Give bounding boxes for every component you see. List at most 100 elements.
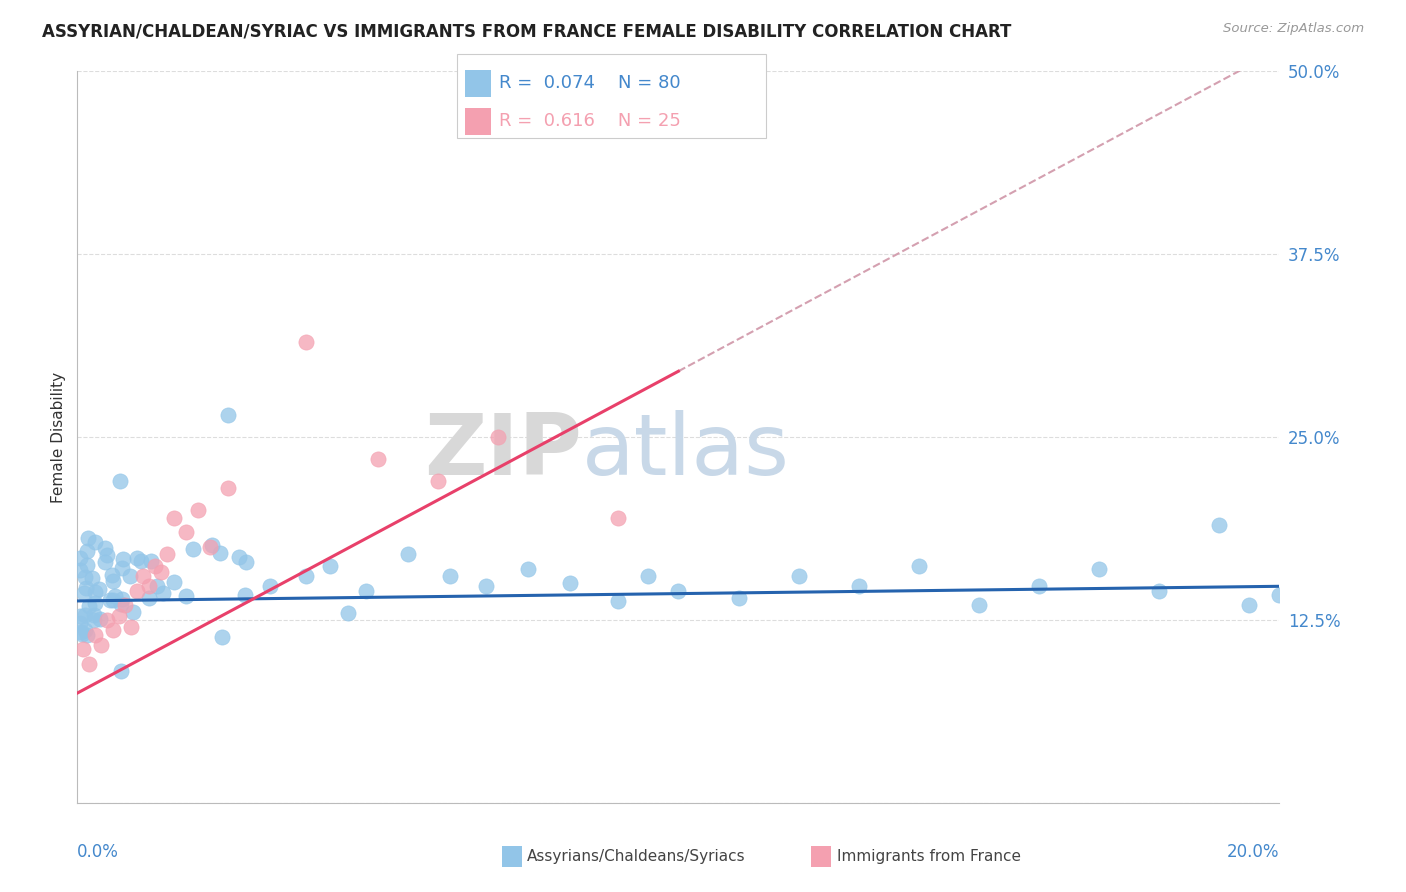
Point bbox=[138, 579, 160, 593]
Point bbox=[121, 605, 143, 619]
Point bbox=[73, 570, 96, 584]
Point bbox=[76, 558, 98, 572]
Point bbox=[233, 588, 256, 602]
Point bbox=[98, 593, 121, 607]
Point bbox=[72, 642, 94, 657]
Point bbox=[77, 599, 100, 614]
Point bbox=[637, 569, 659, 583]
Y-axis label: Female Disability: Female Disability bbox=[51, 371, 66, 503]
Point bbox=[72, 627, 94, 641]
Point bbox=[848, 579, 870, 593]
Text: 0.0%: 0.0% bbox=[77, 843, 120, 861]
Point bbox=[607, 510, 630, 524]
Point bbox=[174, 525, 197, 540]
Point bbox=[75, 581, 97, 595]
Point bbox=[235, 555, 257, 569]
Point bbox=[517, 562, 540, 576]
Point bbox=[1239, 599, 1261, 613]
Point bbox=[75, 607, 97, 622]
Point bbox=[145, 558, 167, 573]
Point bbox=[89, 582, 111, 596]
Point bbox=[111, 592, 134, 607]
Point bbox=[93, 541, 115, 556]
Point bbox=[607, 594, 630, 608]
Point bbox=[1268, 588, 1291, 602]
Text: 20.0%: 20.0% bbox=[1227, 843, 1279, 861]
Point bbox=[162, 510, 184, 524]
Point bbox=[156, 547, 179, 561]
Point bbox=[174, 589, 197, 603]
Point bbox=[103, 623, 125, 637]
Point bbox=[336, 606, 359, 620]
Point bbox=[76, 628, 98, 642]
Point bbox=[163, 574, 186, 589]
Point bbox=[727, 591, 749, 605]
Point bbox=[475, 579, 498, 593]
Point bbox=[108, 608, 131, 623]
Point bbox=[138, 591, 160, 606]
Point bbox=[114, 599, 136, 613]
Point bbox=[83, 608, 105, 623]
Point bbox=[120, 620, 142, 634]
Point bbox=[125, 550, 148, 565]
Point bbox=[79, 657, 101, 671]
Point bbox=[294, 334, 316, 349]
Point bbox=[668, 583, 690, 598]
Point bbox=[787, 569, 810, 583]
Point bbox=[1088, 562, 1111, 576]
Point bbox=[354, 583, 377, 598]
Point bbox=[427, 474, 450, 488]
Point bbox=[94, 555, 117, 569]
Point bbox=[132, 569, 155, 583]
Point bbox=[76, 544, 98, 558]
Point bbox=[89, 612, 111, 626]
Point bbox=[127, 583, 149, 598]
Text: Immigrants from France: Immigrants from France bbox=[837, 849, 1021, 863]
Point bbox=[69, 563, 91, 577]
Text: R =  0.074    N = 80: R = 0.074 N = 80 bbox=[499, 74, 681, 92]
Point bbox=[228, 550, 250, 565]
Point bbox=[72, 586, 94, 600]
Point bbox=[186, 503, 209, 517]
Text: ASSYRIAN/CHALDEAN/SYRIAC VS IMMIGRANTS FROM FRANCE FEMALE DISABILITY CORRELATION: ASSYRIAN/CHALDEAN/SYRIAC VS IMMIGRANTS F… bbox=[42, 22, 1011, 40]
Point bbox=[217, 408, 239, 422]
Point bbox=[69, 608, 91, 623]
Point bbox=[1208, 517, 1230, 532]
Text: ZIP: ZIP bbox=[425, 410, 582, 493]
Point bbox=[967, 599, 990, 613]
Text: Assyrians/Chaldeans/Syriacs: Assyrians/Chaldeans/Syriacs bbox=[527, 849, 745, 863]
Point bbox=[294, 569, 316, 583]
Point bbox=[211, 630, 233, 644]
Point bbox=[75, 623, 97, 637]
Point bbox=[104, 589, 127, 603]
Point bbox=[560, 576, 582, 591]
Point bbox=[69, 550, 91, 565]
Point bbox=[83, 613, 105, 627]
Point bbox=[118, 569, 141, 583]
Point bbox=[129, 554, 152, 568]
Point bbox=[83, 597, 105, 611]
Point bbox=[110, 664, 132, 678]
Point bbox=[110, 597, 132, 611]
Point bbox=[77, 531, 100, 545]
Point bbox=[96, 613, 118, 627]
Point bbox=[209, 546, 232, 560]
Point bbox=[217, 481, 239, 495]
Point bbox=[152, 586, 174, 600]
Point bbox=[439, 569, 461, 583]
Point bbox=[69, 615, 91, 630]
Point bbox=[908, 558, 931, 573]
Point bbox=[84, 627, 107, 641]
Point bbox=[110, 474, 132, 488]
Point bbox=[1149, 583, 1171, 598]
Point bbox=[181, 541, 204, 556]
Point bbox=[146, 579, 169, 593]
Point bbox=[486, 430, 509, 444]
Point bbox=[319, 558, 342, 573]
Point bbox=[84, 535, 107, 549]
Point bbox=[80, 571, 103, 585]
Point bbox=[367, 452, 389, 467]
Point bbox=[150, 565, 173, 579]
Point bbox=[69, 624, 91, 639]
Point bbox=[96, 548, 118, 562]
